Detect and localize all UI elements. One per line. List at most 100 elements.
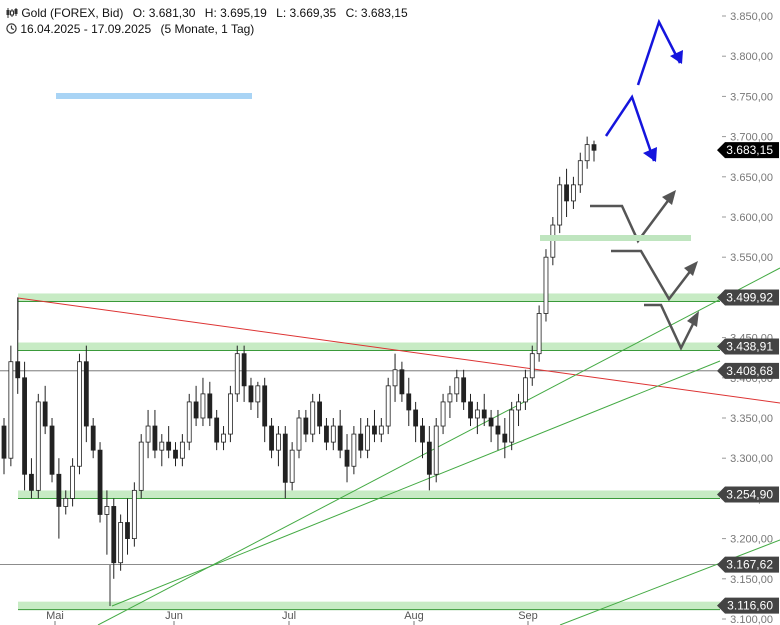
candle-body (289, 449, 295, 483)
candle-body (131, 489, 137, 539)
x-tick-label: Aug (404, 610, 424, 622)
gray-scenario-arrowhead-2 (684, 261, 698, 276)
candle-body (454, 377, 460, 395)
high-value: H: 3.695,19 (204, 6, 267, 20)
y-tick-label: 3.350,00 (730, 413, 773, 425)
candle-body (474, 409, 480, 419)
candle-body (221, 433, 226, 443)
support-trendline-3 (559, 539, 780, 625)
candle-body (550, 224, 556, 258)
candle-body (248, 385, 254, 403)
level-badge-2-label: 3.408,68 (726, 364, 773, 378)
candle-body (372, 425, 377, 435)
open-value: O: 3.681,30 (132, 6, 196, 20)
candle-body (29, 473, 34, 491)
candle-body (70, 465, 76, 499)
level-badges: 3.499,92 3.438,91 3.408,68 3.254,90 3.167,62… (717, 142, 779, 614)
candle-body (481, 409, 487, 419)
gray-scenario-arrow-2 (611, 249, 696, 302)
candle-body (303, 417, 309, 435)
candle-body (282, 433, 288, 483)
candle-body (118, 522, 124, 564)
candle-body (200, 393, 206, 419)
price-axis: 3.100,003.150,003.200,003.250,003.300,00… (722, 11, 773, 625)
support-trendline-2 (111, 360, 721, 607)
candle-body (15, 361, 21, 379)
bull-scenario-arrow-1 (604, 94, 656, 162)
candles (1, 136, 597, 579)
candle-body (468, 401, 473, 419)
candle-body (529, 353, 535, 379)
candle-body (276, 433, 281, 451)
candle-body (166, 441, 172, 451)
gray-scenario-arrow-1 (590, 193, 675, 244)
candle-body (488, 417, 494, 427)
candle-body (447, 393, 453, 403)
candle-body (426, 441, 432, 475)
instrument-info: Gold (FOREX, Bid) O: 3.681,30 H: 3.695,1… (6, 6, 408, 20)
candle-body (392, 369, 398, 387)
candle-body (406, 393, 412, 411)
scenario-arrows (56, 18, 699, 351)
candle-body (344, 449, 350, 467)
gray-scenario-arrowhead-3 (687, 311, 699, 327)
candle-body (324, 425, 329, 443)
candle-body (56, 473, 62, 507)
x-tick-label: Sep (518, 610, 538, 622)
candle-body (234, 353, 240, 395)
candle-body (77, 361, 82, 467)
y-tick-label: 3.200,00 (730, 534, 773, 546)
bull-scenario-arrow-2 (636, 18, 682, 86)
candle-body (584, 144, 590, 162)
candle-body (358, 433, 364, 451)
level-badge-1-shape (717, 338, 779, 355)
y-tick-label: 3.150,00 (730, 574, 773, 586)
bull-scenario-arrowhead-1 (643, 147, 657, 162)
support-trendline-1 (97, 267, 780, 625)
candle-body (159, 441, 165, 451)
level-badge-0-shape (717, 289, 779, 306)
candle-body (399, 369, 405, 395)
candle-body (138, 441, 144, 491)
close-value: C: 3.683,15 (345, 6, 408, 20)
candle-body (365, 425, 371, 451)
candle-body (111, 506, 117, 564)
x-tick-label: Jul (282, 610, 296, 622)
candle-body (310, 401, 316, 435)
instrument-name: Gold (FOREX, Bid) (21, 6, 124, 20)
resistance-trendline (17, 297, 780, 404)
candle-body (179, 441, 185, 459)
candle-body (35, 401, 41, 491)
level-zone-0 (18, 293, 720, 302)
level-zone-3 (18, 490, 720, 499)
candle-body (104, 506, 110, 515)
candle-body (522, 377, 528, 403)
y-tick-label: 3.300,00 (730, 453, 773, 465)
y-tick-label: 3.700,00 (730, 132, 773, 144)
gray-scenario-arrowhead-1 (662, 190, 676, 205)
candle-body (255, 385, 261, 403)
y-tick-label: 3.650,00 (730, 172, 773, 184)
x-tick-label: Jun (165, 610, 183, 622)
candle-body (125, 522, 130, 540)
candle-body (214, 417, 220, 443)
period-label: (5 Monate, 1 Tag) (160, 22, 255, 36)
time-axis: Mai Jun Jul Aug Sep (46, 610, 538, 625)
candle-body (502, 433, 508, 443)
y-tick-label: 3.850,00 (730, 11, 773, 23)
trend-lines (17, 267, 780, 625)
bull-scenario-arrowhead-2 (670, 50, 683, 64)
candle-body (207, 393, 213, 419)
low-value: L: 3.669,35 (276, 6, 337, 20)
gray-scenario-arrow-3 (644, 303, 699, 351)
candle-body (564, 184, 569, 202)
candle-body (8, 361, 14, 459)
candle-body (495, 425, 501, 435)
candle-body (330, 425, 336, 443)
candle-body (557, 184, 563, 226)
blue-highlight-bar (56, 93, 252, 99)
candle-body (440, 401, 446, 427)
last-price-badge-label: 3.683,15 (726, 143, 773, 157)
candle-body (42, 401, 48, 427)
